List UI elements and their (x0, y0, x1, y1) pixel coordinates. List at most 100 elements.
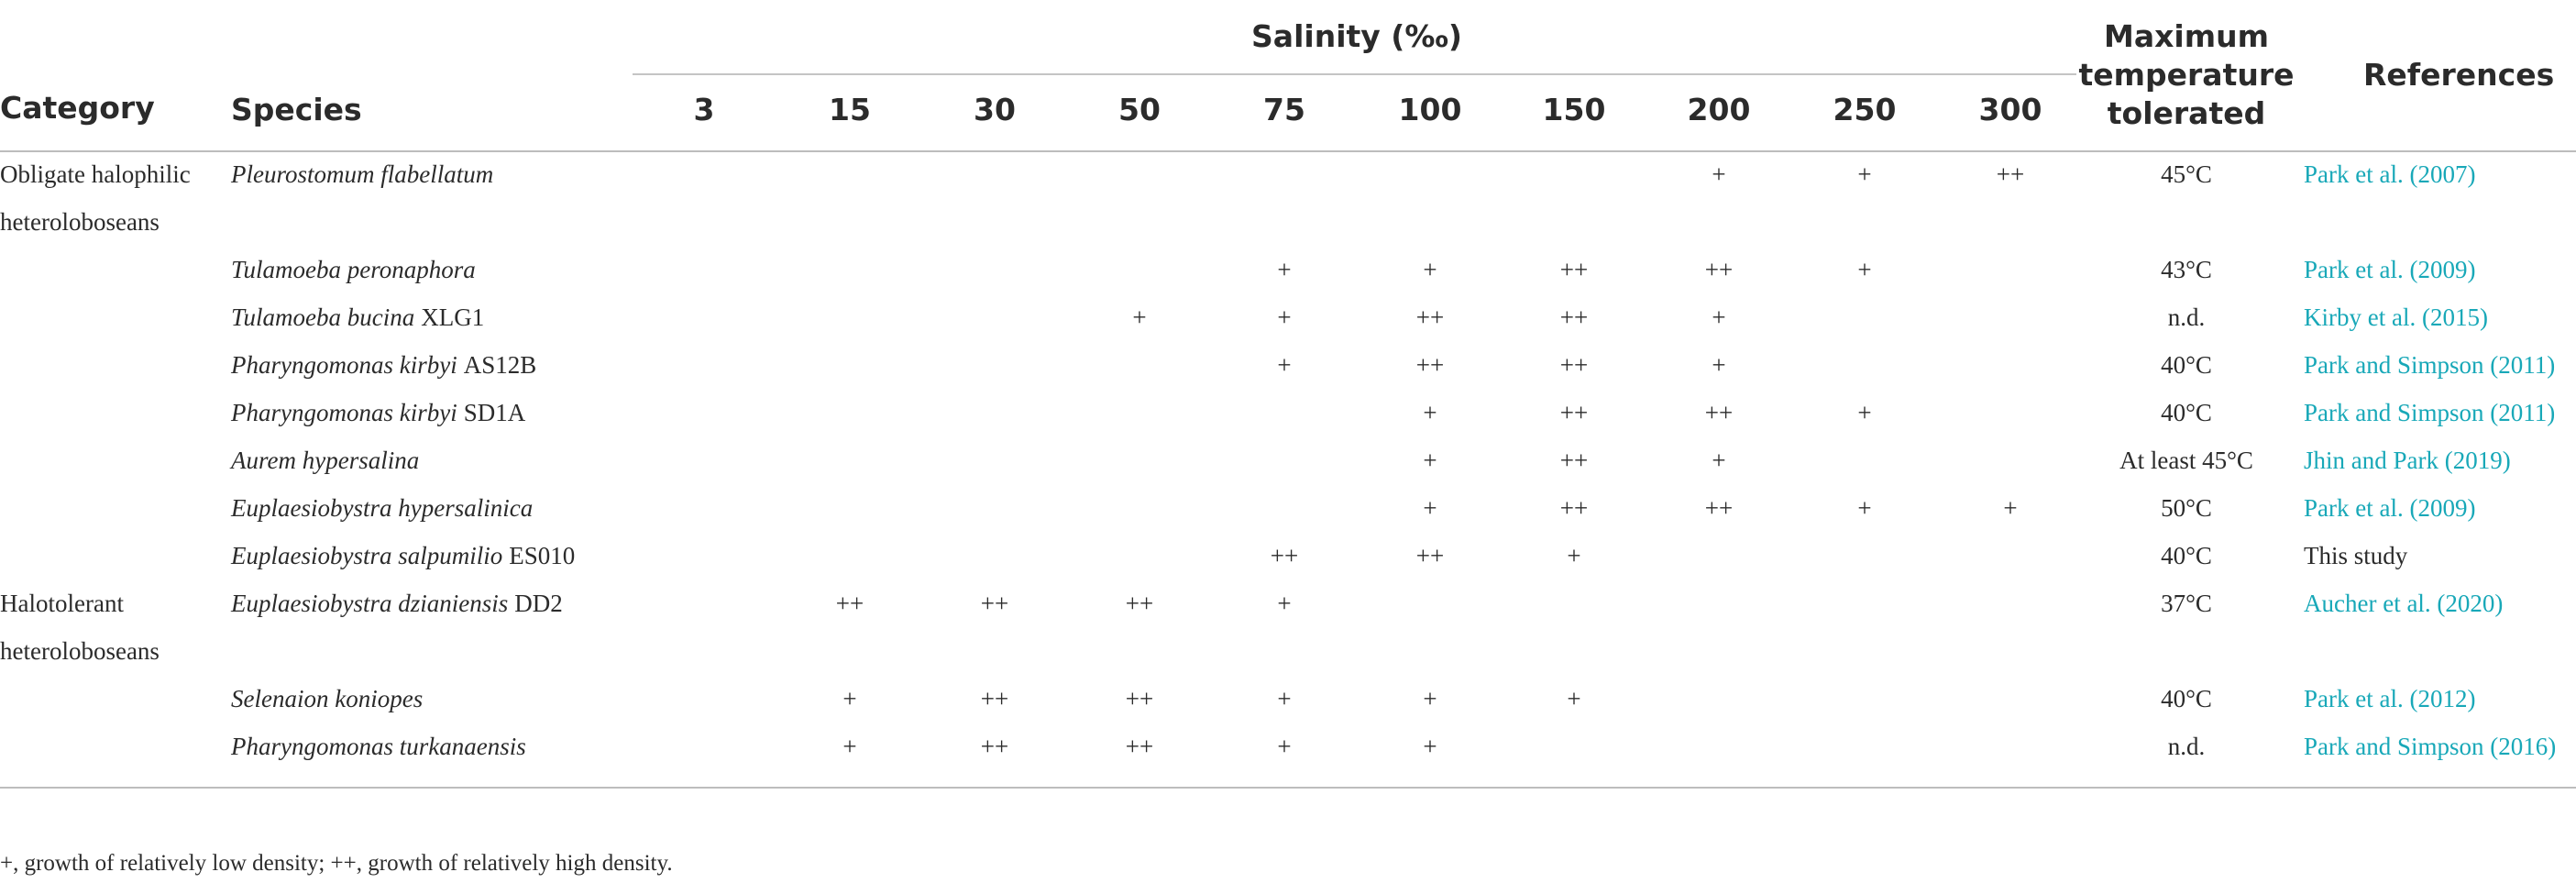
table-bottom-rule (0, 787, 2576, 789)
strain-name: SD1A (463, 399, 526, 426)
reference-link[interactable]: Park and Simpson (2011) (2304, 351, 2556, 379)
header-references: References (2363, 57, 2555, 93)
species-name: Aurem hypersalina (231, 447, 420, 474)
table-footnote: +, growth of relatively low density; ++,… (0, 851, 673, 876)
growth-mark: + (1423, 494, 1437, 522)
reference-link[interactable]: Kirby et al. (2015) (2304, 304, 2488, 331)
growth-mark: + (1857, 256, 1872, 283)
reference-link[interactable]: Aucher et al. (2020) (2304, 590, 2504, 617)
reference-cell: This study (2304, 542, 2408, 569)
header-max-temp-1: Maximum (2104, 18, 2269, 54)
salinity-level-header: 15 (829, 92, 871, 127)
category-cell: Halotolerant (0, 590, 124, 617)
growth-mark: ++ (1559, 494, 1589, 522)
growth-mark: + (1567, 685, 1581, 712)
species-name: Tulamoeba bucina (231, 304, 415, 331)
growth-mark: + (1277, 351, 1292, 379)
reference-link[interactable]: Park et al. (2007) (2304, 160, 2476, 188)
species-cell: Pharyngomonas kirbyi SD1A (231, 399, 525, 427)
growth-mark: ++ (1125, 685, 1154, 712)
growth-mark: ++ (980, 590, 1009, 617)
growth-mark: + (1857, 160, 1872, 188)
max-temp-cell: 40°C (2161, 542, 2212, 569)
growth-mark: ++ (1125, 733, 1154, 760)
strain-name: DD2 (514, 590, 563, 617)
growth-mark: + (1857, 399, 1872, 426)
species-cell: Pharyngomonas kirbyi AS12B (231, 351, 536, 380)
growth-mark: + (842, 685, 857, 712)
growth-mark: ++ (1704, 256, 1734, 283)
reference-link[interactable]: Park et al. (2009) (2304, 494, 2476, 522)
category-cell: heteroloboseans (0, 637, 160, 665)
species-cell: Pleurostomum flabellatum (231, 160, 493, 189)
species-cell: Selenaion koniopes (231, 685, 423, 713)
max-temp-cell: 40°C (2161, 351, 2212, 379)
growth-mark: + (1277, 256, 1292, 283)
growth-mark: + (1423, 447, 1437, 474)
salinity-rule (633, 73, 2076, 75)
growth-mark: ++ (1559, 399, 1589, 426)
growth-mark: + (1712, 447, 1726, 474)
growth-mark: + (1423, 399, 1437, 426)
category-cell: heteroloboseans (0, 208, 160, 236)
growth-mark: ++ (1559, 351, 1589, 379)
species-name: Euplaesiobystra salpumilio (231, 542, 503, 569)
header-max-temp-3: tolerated (2107, 95, 2266, 131)
species-cell: Pharyngomonas turkanaensis (231, 733, 526, 761)
growth-mark: ++ (1704, 399, 1734, 426)
species-name: Euplaesiobystra dzianiensis (231, 590, 509, 617)
header-bottom-rule (0, 150, 2576, 152)
growth-mark: + (1712, 304, 1726, 331)
salinity-level-header: 30 (974, 92, 1016, 127)
salinity-level-header: 50 (1118, 92, 1161, 127)
max-temp-cell: 37°C (2161, 590, 2212, 617)
salinity-level-header: 150 (1542, 92, 1606, 127)
reference-link[interactable]: Jhin and Park (2019) (2304, 447, 2511, 474)
species-cell: Euplaesiobystra hypersalinica (231, 494, 533, 523)
reference-link[interactable]: Park et al. (2009) (2304, 256, 2476, 283)
species-name: Pleurostomum flabellatum (231, 160, 494, 188)
growth-mark: + (1423, 733, 1437, 760)
growth-mark: ++ (980, 685, 1009, 712)
header-category: Category (0, 90, 155, 126)
growth-mark: ++ (1559, 304, 1589, 331)
species-name: Pharyngomonas kirbyi (231, 351, 457, 379)
max-temp-cell: 45°C (2161, 160, 2212, 188)
growth-mark: ++ (980, 733, 1009, 760)
reference-link[interactable]: Park et al. (2012) (2304, 685, 2476, 712)
header-max-temp-2: temperature (2078, 57, 2295, 93)
species-name: Pharyngomonas kirbyi (231, 399, 457, 426)
growth-mark: + (1277, 304, 1292, 331)
growth-mark: ++ (1559, 447, 1589, 474)
reference-link[interactable]: Park and Simpson (2011) (2304, 399, 2556, 426)
salinity-level-header: 200 (1687, 92, 1751, 127)
species-name: Pharyngomonas turkanaensis (231, 733, 526, 760)
reference-link[interactable]: Park and Simpson (2016) (2304, 733, 2557, 760)
growth-mark: + (1567, 542, 1581, 569)
growth-mark: + (1277, 733, 1292, 760)
max-temp-cell: n.d. (2167, 304, 2206, 331)
max-temp-cell: At least 45°C (2119, 447, 2253, 474)
max-temp-cell: 40°C (2161, 399, 2212, 426)
species-cell: Euplaesiobystra salpumilio ES010 (231, 542, 575, 570)
growth-mark: ++ (1270, 542, 1299, 569)
salinity-level-header: 250 (1833, 92, 1897, 127)
growth-mark: + (1132, 304, 1147, 331)
species-cell: Tulamoeba bucina XLG1 (231, 304, 484, 332)
growth-mark: ++ (1996, 160, 2025, 188)
species-cell: Euplaesiobystra dzianiensis DD2 (231, 590, 563, 618)
salinity-level-header: 300 (1978, 92, 2042, 127)
header-species: Species (231, 92, 362, 127)
growth-mark: ++ (1415, 304, 1445, 331)
max-temp-cell: 40°C (2161, 685, 2212, 712)
strain-name: AS12B (463, 351, 537, 379)
species-name: Selenaion koniopes (231, 685, 424, 712)
species-name: Tulamoeba peronaphora (231, 256, 476, 283)
header-salinity: Salinity (‰) (1251, 18, 1462, 54)
growth-mark: + (1277, 590, 1292, 617)
salinity-level-header: 3 (693, 92, 715, 127)
species-cell: Tulamoeba peronaphora (231, 256, 476, 284)
growth-mark: ++ (1415, 351, 1445, 379)
category-cell: Obligate halophilic (0, 160, 191, 188)
